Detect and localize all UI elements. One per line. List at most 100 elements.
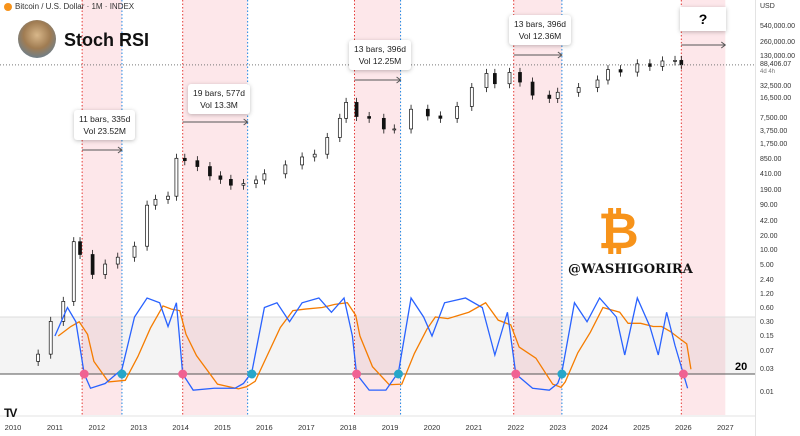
price-tick: 0.01: [760, 389, 774, 396]
price-candle: [635, 63, 640, 73]
price-tick: 130,000.00: [760, 53, 796, 60]
price-tick: 10.00: [760, 247, 778, 254]
measure-volume: Vol 12.36M: [518, 31, 562, 41]
measure-arrowhead: [557, 51, 563, 59]
price-candle: [300, 156, 304, 166]
price-candle: [337, 117, 342, 138]
price-candle: [409, 108, 413, 130]
indicator-title: Stoch RSI: [64, 30, 150, 50]
measure-volume: Vol 12.25M: [358, 56, 402, 66]
price-candle: [325, 137, 330, 155]
price-tick: 0.03: [760, 366, 774, 373]
price-candle: [493, 73, 497, 85]
measure-box-1: 11 bars, 335d Vol 23.52M: [74, 110, 136, 140]
price-candle: [103, 263, 108, 275]
question-box: ?: [680, 7, 726, 31]
time-axis-label: 2015: [214, 423, 231, 432]
price-candle: [145, 204, 149, 247]
price-candle: [71, 241, 76, 302]
currency-select[interactable]: USD: [760, 3, 775, 10]
price-candle: [195, 160, 200, 167]
price-candle: [484, 73, 489, 88]
price-tick: 0.15: [760, 333, 774, 340]
measure-bars: 13 bars, 396d: [514, 19, 566, 29]
time-axis-label: 2010: [5, 423, 22, 432]
price-candle: [132, 245, 137, 258]
stoch-k-line: [54, 295, 689, 391]
price-candle: [618, 69, 623, 73]
stoch-d-line: [57, 301, 692, 390]
measure-arrowhead: [117, 146, 123, 154]
buy-signal-marker: [247, 369, 257, 379]
bear-period-band: [82, 0, 122, 415]
price-candle: [166, 195, 170, 200]
price-tick: 410.00: [760, 171, 782, 178]
price-tick: 90.00: [760, 202, 778, 209]
measure-bars: 19 bars, 577d: [193, 88, 245, 98]
price-candle: [547, 94, 552, 99]
price-candle: [90, 254, 95, 275]
stoch-level-label: 20: [735, 361, 748, 373]
price-tick: 3,750.00: [760, 128, 788, 135]
symbol-header: Bitcoin / U.S. Dollar · 1M · INDEX: [4, 2, 134, 11]
time-axis-label: 2012: [88, 423, 105, 432]
price-candle: [381, 117, 386, 130]
avatar: [18, 20, 56, 58]
price-tick: 1.20: [760, 291, 774, 298]
price-tick: 16,500.00: [760, 95, 792, 102]
bitcoin-icon: [4, 2, 12, 11]
price-tick: 0.60: [760, 305, 774, 312]
bar-countdown: 4d 4h: [760, 69, 776, 75]
time-axis-label: 2018: [340, 423, 357, 432]
price-tick: 5.00: [760, 262, 774, 269]
tradingview-logo-icon: TV: [4, 406, 17, 420]
price-scale[interactable]: USD 540,000.00 260,000.00 130,000.00 32,500…: [755, 0, 800, 436]
price-tick: 32,500.00: [760, 83, 792, 90]
price-candle: [254, 179, 258, 184]
price-candle: [241, 183, 246, 186]
bitcoin-logo-icon: ₿: [598, 202, 639, 260]
price-candle: [606, 69, 610, 81]
sell-signal-marker: [511, 369, 521, 379]
price-tick: 850.00: [760, 156, 782, 163]
buy-signal-marker: [557, 369, 567, 379]
price-candle: [660, 60, 665, 67]
measure-arrowhead: [243, 118, 249, 126]
price-candle: [153, 198, 158, 206]
time-axis-label: 2014: [172, 423, 189, 432]
price-tick: 1,750.00: [760, 141, 788, 148]
price-candle: [283, 164, 288, 175]
time-axis-label: 2023: [549, 423, 566, 432]
price-tick: 2.40: [760, 277, 774, 284]
time-axis-label: 2013: [130, 423, 147, 432]
time-axis-label: 2026: [675, 423, 692, 432]
last-price-label: 88,406.07: [760, 61, 792, 68]
measure-volume: Vol 13.3M: [200, 100, 238, 110]
price-candle: [679, 60, 684, 66]
price-tick: 0.07: [760, 348, 774, 355]
buy-signal-marker: [117, 369, 127, 379]
measure-bars: 11 bars, 335d: [79, 114, 131, 124]
price-candle: [425, 108, 430, 117]
measure-box-4: 13 bars, 396d Vol 12.36M: [509, 15, 571, 45]
price-candle: [438, 115, 443, 119]
time-axis-label: 2011: [47, 423, 63, 432]
chart-canvas[interactable]: 2010 2011 2012 2013 2014 2015 2016 2017 2018 2019…: [0, 0, 755, 436]
sell-signal-marker: [178, 369, 188, 379]
time-axis-label: 2022: [507, 423, 524, 432]
price-candle: [555, 91, 560, 99]
price-candle: [229, 179, 233, 186]
price-tick: 7,500.00: [760, 115, 788, 122]
bear-period-band: [182, 0, 248, 415]
price-candle: [595, 79, 600, 88]
price-candle: [174, 157, 179, 197]
sell-signal-marker: [79, 369, 89, 379]
price-candle: [344, 102, 348, 119]
price-candle: [48, 321, 53, 355]
time-axis-label: 2017: [298, 423, 315, 432]
bear-period-band: [513, 0, 562, 415]
price-candle: [218, 175, 223, 180]
price-tick: 190.00: [760, 187, 782, 194]
measure-box-3: 13 bars, 396d Vol 12.25M: [349, 40, 411, 70]
sell-signal-marker: [352, 369, 362, 379]
